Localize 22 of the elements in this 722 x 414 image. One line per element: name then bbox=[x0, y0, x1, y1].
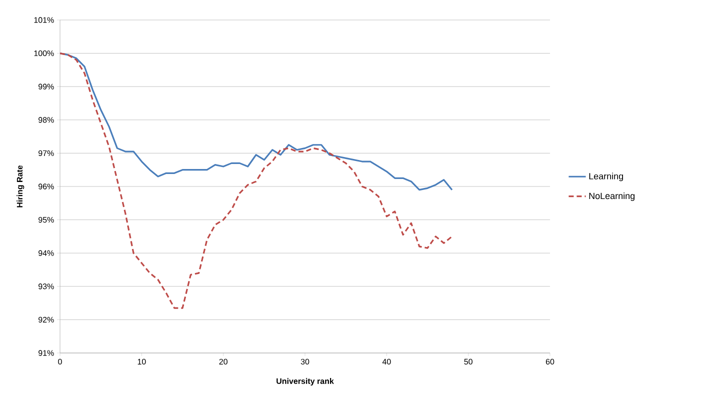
x-axis-title: University rank bbox=[276, 378, 334, 386]
x-tick-label: 50 bbox=[464, 358, 472, 365]
y-tick-label: 99% bbox=[38, 84, 54, 90]
x-tick-label: 40 bbox=[382, 358, 391, 365]
x-tick-label: 0 bbox=[58, 358, 62, 365]
x-tick-label: 20 bbox=[219, 358, 228, 365]
legend-label: Learning bbox=[589, 172, 624, 182]
y-tick-label: 96% bbox=[38, 184, 54, 190]
legend-label: NoLearning bbox=[589, 192, 635, 201]
y-tick-label: 91% bbox=[38, 350, 54, 356]
y-axis-title: Hiring Rate bbox=[16, 165, 24, 208]
y-tick-label: 101% bbox=[34, 17, 54, 23]
y-tick-label: 100% bbox=[34, 50, 54, 56]
y-tick-label: 94% bbox=[38, 250, 54, 256]
y-tick-label: 97% bbox=[38, 150, 54, 156]
x-tick-label: 60 bbox=[546, 358, 554, 365]
x-tick-label: 10 bbox=[138, 358, 146, 365]
y-tick-label: 95% bbox=[38, 216, 54, 223]
y-tick-label: 92% bbox=[38, 316, 54, 323]
y-tick-label: 98% bbox=[38, 117, 54, 123]
x-tick-label: 30 bbox=[300, 358, 310, 365]
y-tick-label: 93% bbox=[38, 284, 54, 290]
